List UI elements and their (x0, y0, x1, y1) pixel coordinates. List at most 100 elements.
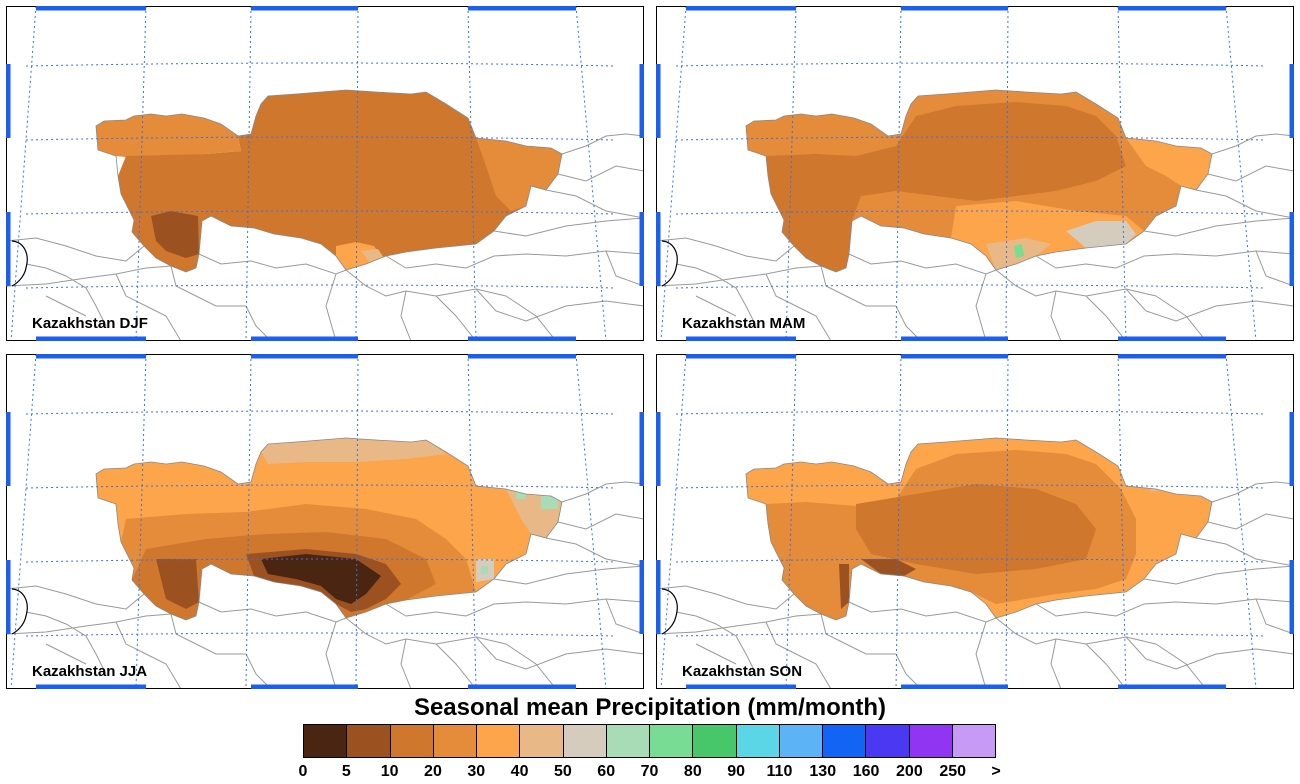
border-line (1050, 290, 1062, 341)
border-line (561, 133, 644, 155)
colorbar-tick-label: 250 (939, 763, 967, 780)
longitude-line (575, 354, 607, 689)
precip-region (336, 242, 381, 270)
border-line (1035, 250, 1294, 269)
border-line (557, 165, 644, 182)
longitude-line (1225, 354, 1257, 689)
border-line (545, 537, 644, 567)
colorbar-tick-label: 200 (896, 763, 923, 780)
border-line (820, 265, 896, 307)
border-line (1211, 481, 1294, 503)
colorbar (303, 724, 996, 758)
map-panel-djf: Kazakhstan DJF (6, 6, 644, 341)
country-borders (6, 481, 644, 689)
precip-region (766, 102, 1126, 272)
border-line (1195, 537, 1294, 567)
border-line (765, 621, 832, 689)
colorbar-tick-label: > (991, 763, 1001, 780)
border-line (765, 273, 832, 341)
longitude-line (660, 354, 687, 689)
colorbar-swatch (952, 725, 995, 757)
colorbar-swatch (433, 725, 477, 757)
country-borders (656, 133, 1294, 341)
colorbar-swatch (563, 725, 607, 757)
precip-region (118, 90, 562, 272)
border-line (400, 290, 412, 341)
border-line (1143, 217, 1294, 237)
border-line (6, 613, 172, 635)
border-line (1155, 295, 1207, 341)
border-line (1255, 598, 1294, 635)
longitude-line (10, 354, 37, 689)
longitude-line (785, 354, 797, 689)
colorbar-tick-label: 60 (597, 763, 616, 780)
colorbar-swatch (693, 725, 737, 757)
border-line (25, 611, 107, 675)
border-line (695, 295, 737, 317)
precipitation-field (746, 438, 1212, 620)
border-line (115, 621, 182, 689)
colorbar-tick-label: 110 (766, 763, 793, 780)
colorbar-swatch (477, 725, 521, 757)
graticule (10, 354, 617, 689)
border-line (820, 613, 896, 655)
border-line (1207, 165, 1294, 182)
longitude-line (660, 6, 687, 341)
coastline (11, 240, 28, 287)
graticule (660, 354, 1267, 689)
graticule (10, 6, 617, 341)
frame-ticks (6, 6, 644, 341)
longitude-line (10, 6, 37, 341)
colorbar-swatch (823, 725, 867, 757)
border-line (605, 250, 644, 287)
colorbar-swatch (520, 725, 564, 757)
colorbar-swatch (866, 725, 910, 757)
colorbar-ticks: 0 5 10 20 30 40 50 60 70 80 90 110 130 160 200 250 > (0, 764, 1300, 784)
colorbar-tick-label: 130 (809, 763, 837, 780)
border-line (6, 265, 172, 287)
panel-label: Kazakhstan MAM (682, 315, 805, 332)
longitude-line (1117, 354, 1127, 689)
frame-ticks (656, 6, 1294, 341)
longitude-line (785, 6, 797, 341)
border-line (245, 653, 272, 689)
panel-label: Kazakhstan JJA (32, 663, 147, 680)
colorbar-tick-label: 5 (341, 763, 351, 780)
border-line (170, 613, 246, 655)
longitude-line (467, 6, 477, 341)
coastline (661, 240, 678, 287)
border-line (493, 217, 644, 237)
border-line (505, 643, 557, 689)
colorbar-swatch (779, 725, 823, 757)
kazakhstan-outline (95, 437, 563, 621)
colorbar-tick-label: 20 (424, 763, 442, 780)
country-borders (656, 481, 1294, 689)
precipitation-field (96, 438, 562, 620)
longitude-line (467, 354, 477, 689)
map-panel-son: Kazakhstan SON (656, 354, 1294, 689)
border-line (505, 295, 557, 341)
border-line (656, 613, 822, 635)
frame-ticks (6, 354, 644, 689)
kazakhstan-outline (745, 89, 1213, 273)
precip-region (1126, 138, 1212, 190)
border-line (435, 643, 477, 689)
frame-ticks (656, 354, 1294, 689)
graticule (660, 6, 1267, 341)
colorbar-tick-label: 70 (640, 763, 659, 780)
border-line (1155, 643, 1207, 689)
legend-title: Seasonal mean Precipitation (mm/month) (413, 694, 887, 721)
border-line (1211, 133, 1294, 155)
border-line (170, 265, 246, 307)
precip-region (476, 138, 562, 211)
border-line (385, 598, 644, 617)
border-line (561, 481, 644, 503)
border-line (695, 643, 737, 665)
border-line (895, 305, 922, 341)
precip-region (156, 559, 199, 609)
border-line (385, 250, 644, 269)
map-panel-jja: Kazakhstan JJA (6, 354, 644, 689)
colorbar-swatch (606, 725, 650, 757)
coastline (661, 588, 678, 635)
border-line (1125, 288, 1294, 322)
